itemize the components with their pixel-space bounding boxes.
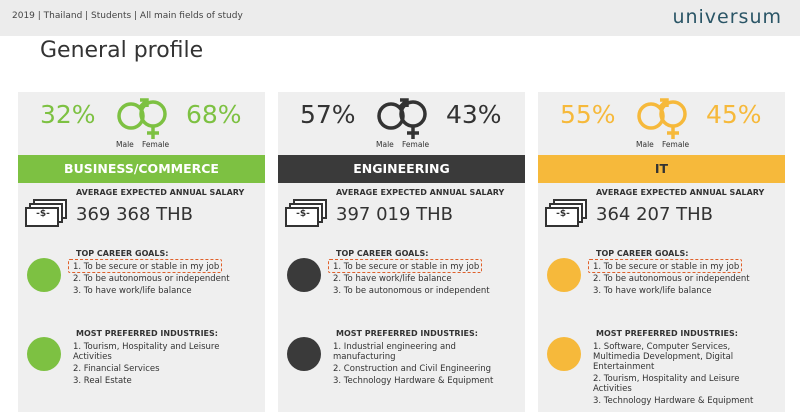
goals-icon [27,258,61,292]
career-goal: 3. To be autonomous or independent [333,286,490,296]
female-percent: 43% [446,100,502,129]
industries-icon [547,337,581,371]
female-label: Female [662,140,690,149]
career-goal: 3. To have work/life balance [593,286,712,296]
male-percent: 55% [560,100,616,129]
career-goal: 2. To be autonomous or independent [593,274,750,284]
panel: 32% 68% Male Female BUSINESS/COMMERCE AVERAGE… [18,92,265,412]
industry: 3. Technology Hardware & Equipment [593,396,754,406]
salary-value: 397 019 THB [336,204,454,225]
goals-label: TOP CAREER GOALS: [336,249,429,258]
industries-label: MOST PREFERRED INDUSTRIES: [76,329,218,338]
industry: 3. Real Estate [73,376,132,386]
money-icon [285,199,327,227]
currency-symbol: -$- [296,209,310,219]
goals-icon [547,258,581,292]
salary-value: 364 207 THB [596,204,714,225]
currency-symbol: -$- [556,209,570,219]
industries-label: MOST PREFERRED INDUSTRIES: [596,329,738,338]
industry: 2. Tourism, Hospitality and Leisure Acti… [593,374,740,394]
industry: 2. Financial Services [73,364,160,374]
industry: 1. Software, Computer Services, Multimed… [593,342,734,372]
male-percent: 32% [40,100,96,129]
highlight-box [588,259,742,273]
salary-value: 369 368 THB [76,204,194,225]
industry: 2. Construction and Civil Engineering [333,364,492,374]
gender-icon [377,98,427,139]
salary-label: AVERAGE EXPECTED ANNUAL SALARY [596,188,765,197]
male-percent: 57% [300,100,356,129]
career-goal: 1. To be secure or stable in my job [593,262,740,272]
salary-label: AVERAGE EXPECTED ANNUAL SALARY [76,188,245,197]
industry: 3. Technology Hardware & Equipment [333,376,494,386]
male-label: Male [116,140,134,149]
career-goal: 1. To be secure or stable in my job [333,262,480,272]
money-icon [545,199,587,227]
panel: 57% 43% Male Female ENGINEERING AVERAGE EXPEC… [278,92,525,412]
industries-icon [287,337,321,371]
highlight-box [328,259,482,273]
male-label: Male [636,140,654,149]
panel: 55% 45% Male Female IT AVERAGE EXPECTED ANNUA… [538,92,785,412]
female-label: Female [402,140,430,149]
industry: 1. Industrial engineering and manufactur… [333,342,456,362]
logo: universum [672,6,782,28]
industries-icon [27,337,61,371]
gender-icon [637,98,687,139]
female-percent: 45% [706,100,762,129]
female-percent: 68% [186,100,242,129]
panel-heading: ENGINEERING [278,155,525,183]
goals-label: TOP CAREER GOALS: [76,249,169,258]
career-goal: 3. To have work/life balance [73,286,192,296]
panel-heading: BUSINESS/COMMERCE [18,155,265,183]
gender-icon [117,98,167,139]
male-label: Male [376,140,394,149]
page-title: General profile [40,38,204,63]
goals-icon [287,258,321,292]
money-icon [25,199,67,227]
salary-label: AVERAGE EXPECTED ANNUAL SALARY [336,188,505,197]
currency-symbol: -$- [36,209,50,219]
career-goal: 1. To be secure or stable in my job [73,262,220,272]
industries-label: MOST PREFERRED INDUSTRIES: [336,329,478,338]
highlight-box [68,259,222,273]
career-goal: 2. To have work/life balance [333,274,452,284]
breadcrumb: 2019 | Thailand | Students | All main fi… [12,11,243,21]
goals-label: TOP CAREER GOALS: [596,249,689,258]
top-bar [0,0,800,36]
panel-heading: IT [538,155,785,183]
career-goal: 2. To be autonomous or independent [73,274,230,284]
female-label: Female [142,140,170,149]
industry: 1. Tourism, Hospitality and Leisure Acti… [73,342,220,362]
